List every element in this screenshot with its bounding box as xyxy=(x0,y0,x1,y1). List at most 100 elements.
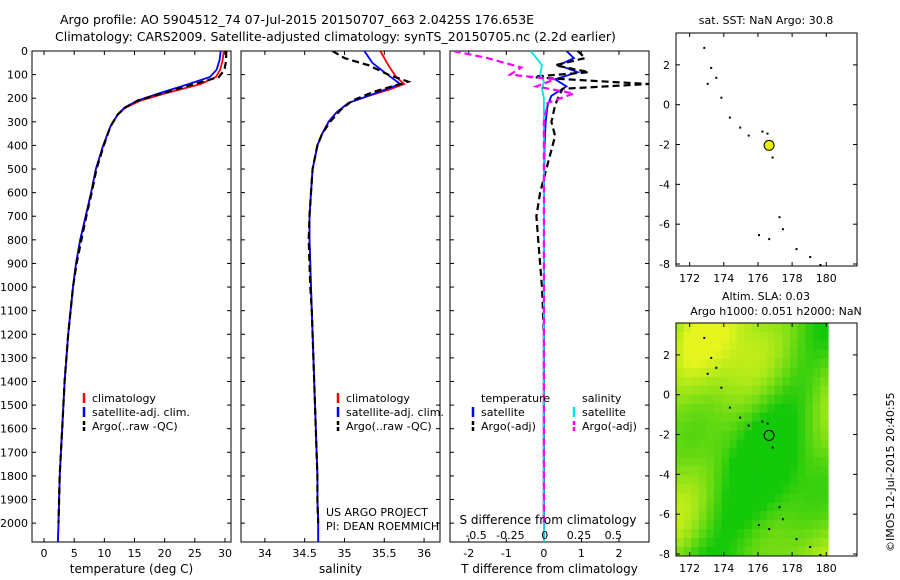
sla-cell xyxy=(812,349,821,360)
sla-cell xyxy=(744,538,753,548)
sla-cell xyxy=(759,412,768,423)
sla-cell xyxy=(736,484,745,494)
sla-cell xyxy=(767,376,776,387)
sla-cell xyxy=(736,538,745,548)
sla-cell xyxy=(676,323,685,333)
island-mark xyxy=(706,82,709,85)
sla-cell xyxy=(797,457,806,467)
top-tick-label: -0.25 xyxy=(496,529,524,542)
sla-cell xyxy=(812,493,821,503)
sla-cell xyxy=(790,349,799,360)
sla-cell xyxy=(736,367,745,378)
sla-cell xyxy=(691,421,700,432)
island-mark xyxy=(715,366,718,369)
sla-cell xyxy=(676,493,685,503)
y-tick-label: -4 xyxy=(659,178,670,191)
x-tick-label: 30 xyxy=(218,547,232,560)
sla-cell xyxy=(797,529,806,539)
sla-cell xyxy=(759,332,768,342)
sla-cell xyxy=(759,493,768,503)
sla-cell xyxy=(706,502,715,512)
sla-cell xyxy=(805,323,814,333)
island-mark xyxy=(739,416,742,419)
sla-cell xyxy=(767,466,776,476)
sla-cell xyxy=(797,484,806,494)
sla-cell xyxy=(721,358,730,369)
sla-cell xyxy=(797,475,806,485)
island-mark xyxy=(758,234,760,237)
sla-cell xyxy=(774,332,783,342)
sla-cell xyxy=(752,332,761,342)
sla-cell xyxy=(790,529,799,539)
sla-cell xyxy=(698,367,707,378)
sla-cell xyxy=(729,412,738,423)
sla-cell xyxy=(797,403,806,414)
sla-cell xyxy=(729,367,738,378)
sla-cell xyxy=(706,421,715,432)
sla-cell xyxy=(797,502,806,512)
x-tick-label: 35.5 xyxy=(372,547,397,560)
panel-sla_map: 172 174 176 178 180 2 0 -2 -4 -6 -8 Altim. SLA: 0.0… xyxy=(659,290,862,575)
panel-salinity: 34 34.5 35 35.5 36 salinity climatologysatelli… xyxy=(240,50,444,576)
sla-cell xyxy=(752,349,761,360)
sla-cell xyxy=(721,502,730,512)
legend-temperature-item: satellite xyxy=(481,406,525,419)
sla-cell xyxy=(790,323,799,333)
sla-cell xyxy=(706,529,715,539)
island-mark xyxy=(819,554,822,556)
sla-cell xyxy=(691,448,700,459)
sla-cell xyxy=(676,412,685,423)
sla-cell xyxy=(812,323,821,333)
sla-cell xyxy=(805,439,814,450)
sla-cell xyxy=(774,412,783,423)
y-tick-label: 1100 xyxy=(0,305,28,318)
sla-cell xyxy=(676,340,685,351)
y-tick-label: 1600 xyxy=(0,423,28,436)
sla-cell xyxy=(797,367,806,378)
sla-cell xyxy=(736,547,745,556)
sla-cell xyxy=(759,349,768,360)
sla-cell xyxy=(698,358,707,369)
sla-cell xyxy=(676,520,685,530)
sla-cell xyxy=(721,520,730,530)
sla-cell xyxy=(767,538,776,548)
sla-cell xyxy=(698,502,707,512)
sla-cell xyxy=(820,457,829,467)
sla-cell xyxy=(782,349,791,360)
y-tick-label: 1400 xyxy=(0,375,28,388)
sla-cell xyxy=(797,323,806,333)
sla-cell xyxy=(683,394,692,405)
sla-cell xyxy=(736,529,745,539)
sla-cell xyxy=(774,547,783,556)
sla-cell xyxy=(683,439,692,450)
sla-cell xyxy=(767,412,776,423)
sla-cell xyxy=(759,394,768,405)
y-tick-label: -2 xyxy=(659,139,670,152)
sla-cell xyxy=(782,502,791,512)
sla-cell xyxy=(744,403,753,414)
sla-cell xyxy=(729,466,738,476)
sla-cell xyxy=(714,340,723,351)
sla-cell xyxy=(790,412,799,423)
sla-cell xyxy=(752,376,761,387)
sla-cell xyxy=(729,430,738,441)
sla-cell xyxy=(805,475,814,485)
island-mark xyxy=(795,538,798,541)
sla-cell xyxy=(721,385,730,396)
sla-cell xyxy=(812,538,821,548)
sla-cell xyxy=(767,430,776,441)
sla-cell xyxy=(691,520,700,530)
sla-cell xyxy=(698,323,707,333)
sla-cell xyxy=(706,385,715,396)
sla-cell xyxy=(774,466,783,476)
sla-cell xyxy=(790,385,799,396)
sla-cell xyxy=(729,448,738,459)
sla-cell xyxy=(782,529,791,539)
sla-cell xyxy=(744,466,753,476)
sla-cell xyxy=(820,340,829,351)
sla-cell xyxy=(714,466,723,476)
sla-cell xyxy=(797,358,806,369)
sla-cell xyxy=(752,358,761,369)
sla-cell xyxy=(812,466,821,476)
sla-cell xyxy=(721,421,730,432)
